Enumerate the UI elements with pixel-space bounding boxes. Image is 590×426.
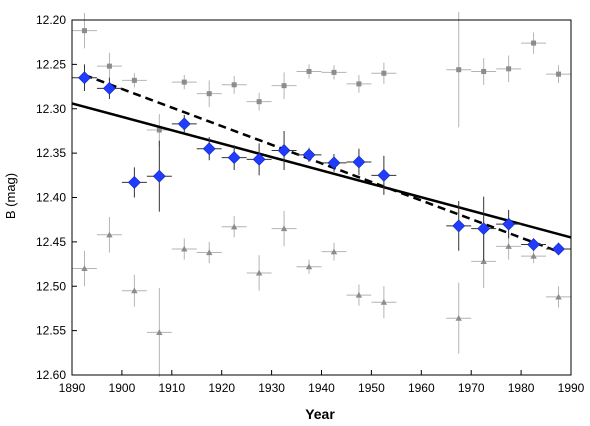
data-point-diamond [152, 169, 166, 183]
data-point-diamond [527, 238, 540, 251]
data-point-square [156, 127, 162, 133]
y-tick-label: 12.45 [36, 235, 66, 249]
data-point-square [556, 71, 562, 77]
data-point-triangle [255, 269, 263, 276]
data-point-triangle [330, 248, 338, 255]
data-point-triangle [305, 263, 313, 270]
y-tick-label: 12.50 [36, 279, 66, 293]
x-tick-label: 1940 [308, 381, 335, 395]
data-point-diamond [202, 142, 216, 156]
grey-series-layer [72, 12, 571, 377]
x-tick-label: 1910 [158, 381, 185, 395]
data-point-diamond [277, 144, 291, 157]
data-point-square [356, 81, 362, 87]
data-point-square [81, 28, 87, 34]
data-point-square [381, 70, 387, 76]
data-point-square [481, 68, 487, 74]
data-point-triangle [530, 252, 537, 259]
x-axis-label: Year [305, 406, 335, 422]
y-tick-label: 12.35 [36, 146, 66, 160]
y-axis-ticks: 12.20 12.25 12.30 12.35 12.40 12.45 12.50 12.55… [36, 13, 77, 382]
x-tick-label: 1900 [109, 381, 136, 395]
data-point-triangle [455, 315, 462, 321]
data-point-triangle [380, 299, 388, 305]
data-point-diamond [252, 152, 266, 166]
data-point-diamond [302, 148, 316, 162]
y-tick-label: 12.60 [36, 368, 66, 382]
data-point-square [281, 83, 287, 89]
data-point-square [206, 91, 212, 97]
data-point-square [331, 69, 337, 75]
y-tick-label: 12.40 [36, 191, 66, 205]
x-axis-ticks: 1890 1900 1910 1920 1930 1940 1950 1960 1970 1980… [59, 370, 585, 395]
data-point-triangle [106, 231, 113, 238]
data-point-square [131, 77, 137, 83]
data-point-diamond [452, 219, 466, 233]
y-tick-label: 12.20 [36, 13, 66, 27]
y-axis-label: B (mag) [3, 173, 18, 219]
data-point-triangle [555, 293, 562, 300]
x-tick-label: 1890 [59, 381, 86, 395]
x-tick-label: 1920 [208, 381, 235, 395]
data-point-diamond [177, 117, 191, 131]
data-point-diamond [78, 71, 91, 85]
data-point-triangle [480, 258, 487, 264]
fit-line-solid [71, 102, 572, 239]
data-point-diamond [103, 81, 116, 95]
x-tick-label: 1980 [508, 381, 535, 395]
data-point-triangle [131, 287, 138, 294]
x-tick-label: 1950 [358, 381, 385, 395]
data-point-triangle [230, 223, 238, 230]
data-point-square [456, 67, 462, 73]
y-tick-label: 12.30 [36, 102, 66, 116]
data-point-square [256, 99, 262, 105]
x-tick-label: 1930 [258, 381, 285, 395]
data-point-diamond [352, 155, 366, 169]
blue-series-layer [72, 64, 571, 261]
x-tick-label: 1990 [558, 381, 585, 395]
data-point-diamond [127, 175, 141, 189]
data-point-diamond [227, 151, 241, 164]
data-point-square [506, 66, 512, 72]
data-point-diamond [552, 242, 565, 256]
data-point-square [231, 82, 237, 88]
data-point-diamond [377, 168, 391, 182]
data-point-triangle [81, 265, 88, 272]
data-point-square [106, 63, 112, 69]
data-point-diamond [327, 156, 341, 170]
data-point-diamond [477, 222, 491, 235]
data-point-square [181, 79, 187, 85]
y-tick-label: 12.55 [36, 324, 66, 338]
x-tick-label: 1970 [458, 381, 485, 395]
y-tick-label: 12.25 [36, 57, 66, 71]
x-tick-label: 1960 [408, 381, 435, 395]
data-point-triangle [206, 249, 213, 256]
data-point-triangle [505, 243, 512, 249]
data-point-triangle [355, 291, 363, 298]
data-point-triangle [280, 225, 288, 232]
data-point-triangle [181, 245, 188, 252]
data-point-square [306, 68, 312, 74]
data-point-triangle [156, 329, 163, 335]
data-point-diamond [502, 217, 516, 231]
data-point-square [531, 40, 537, 46]
